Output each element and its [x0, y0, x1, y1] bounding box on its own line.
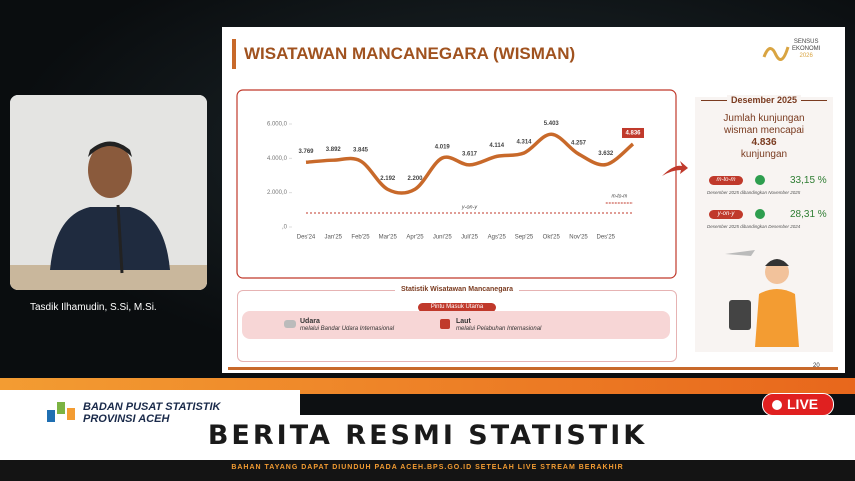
panel-text: kunjungan	[740, 149, 788, 160]
annotation: y-on-y	[461, 204, 479, 210]
entry-band	[242, 311, 670, 339]
panel-text: wisman mencapai	[723, 125, 805, 136]
x-tick-label: Des'24	[297, 235, 316, 241]
org-name-overlay: BADAN PUSAT STATISTIK	[83, 401, 221, 413]
ship-icon	[440, 319, 450, 329]
x-tick-label: Ags'25	[488, 235, 507, 241]
speaker-video	[10, 95, 207, 290]
mtm-tag: m-to-m	[709, 176, 743, 185]
up-icon	[755, 209, 765, 219]
chart: ,0 2.000,0 4.000,0 6.000,0 Des'24 Jan'25 Feb'2…	[236, 89, 677, 279]
value-label: 2.192	[380, 176, 396, 182]
x-tick-label: Nov'25	[569, 235, 588, 241]
logo-text: EKONOMI	[792, 46, 821, 52]
yoy-note: Desember 2025 dibandingkan Desember 2024	[707, 224, 801, 229]
x-tick-label: Okt'25	[543, 235, 561, 241]
value-label: 4.019	[435, 145, 451, 151]
speaker-figure	[10, 95, 207, 290]
logo-text: 2026	[799, 53, 813, 59]
org-name-overlay: PROVINSI ACEH	[83, 413, 170, 425]
entry-label: Udara	[300, 318, 320, 325]
y-tick-label: 2.000,0	[267, 190, 288, 196]
speaker-name: Tasdik Ilhamudin, S.Si, M.Si.	[30, 302, 157, 313]
value-label: 4.257	[571, 140, 587, 146]
panel-value: 4.836	[751, 137, 777, 148]
page-number: 20	[813, 363, 820, 369]
value-label: 5.403	[544, 121, 560, 127]
traveler-illustration	[725, 250, 799, 347]
entry-box: Statistik Wisatawan Mancanegara Pintu Ma…	[237, 286, 677, 362]
entry-title: Statistik Wisatawan Mancanegara	[395, 286, 519, 293]
up-icon	[755, 175, 765, 185]
y-tick-label: 4.000,0	[267, 156, 288, 162]
live-badge: LIVE	[762, 393, 834, 416]
x-tick-label: Juli'25	[461, 235, 478, 241]
ticker-bar	[0, 460, 855, 481]
plane-icon	[284, 320, 296, 328]
mtm-note: Desember 2025 dibandingkan November 2025	[707, 190, 801, 195]
yoy-value: 28,31 %	[790, 209, 827, 220]
annotation: m-to-m	[611, 193, 627, 199]
x-tick-label: Jan'25	[325, 235, 343, 241]
entry-desc: melalui Pelabuhan Internasional	[456, 326, 542, 332]
title-accent	[232, 39, 236, 69]
summary-panel: Desember 2025 Jumlah kunjungan wisman me…	[695, 95, 833, 352]
x-tick-label: Mar'25	[379, 235, 398, 241]
bps-logo-overlay	[47, 402, 75, 422]
y-tick-label: ,0	[282, 225, 288, 231]
value-label: 3.617	[462, 151, 478, 157]
value-label: 2.200	[407, 176, 423, 182]
x-tick-label: Sep'25	[515, 235, 534, 241]
panel-header: Desember 2025	[726, 95, 802, 105]
value-label: 3.632	[598, 151, 614, 157]
value-label: 3.845	[353, 148, 369, 154]
x-tick-label: Apr'25	[406, 235, 424, 241]
value-label: 4.836	[625, 131, 641, 137]
mtm-value: 33,15 %	[790, 175, 827, 186]
headline: BERITA RESMI STATISTIK	[207, 420, 648, 451]
data-line	[305, 132, 635, 195]
x-tick-label: Des'25	[597, 235, 616, 241]
chart-frame	[236, 89, 677, 279]
value-label: 4.114	[489, 143, 504, 149]
entry-subtitle: Pintu Masuk Utama	[418, 303, 496, 312]
logo-text: SENSUS	[793, 39, 819, 45]
x-tick-label: Feb'25	[351, 235, 370, 241]
highlight-box	[622, 127, 644, 138]
slide-footer-line	[228, 367, 838, 370]
value-label: 3.769	[298, 149, 314, 155]
value-label: 4.314	[516, 140, 532, 146]
slide-title: WISATAWAN MANCANEGARA (WISMAN)	[244, 44, 576, 63]
live-text: LIVE	[787, 396, 819, 412]
sensus-logo: SENSUS EKONOMI 2026	[760, 37, 840, 67]
x-tick-label: Juni'25	[433, 235, 452, 241]
ticker-text: BAHAN TAYANG DAPAT DIUNDUH PADA ACEH.BPS…	[231, 464, 624, 471]
panel-text: Jumlah kunjungan	[723, 113, 805, 124]
value-label: 3.892	[326, 147, 342, 153]
entry-label: Laut	[456, 318, 471, 325]
y-tick-label: 6.000,0	[267, 122, 288, 128]
entry-desc: melalui Bandar Udara Internasional	[300, 326, 395, 332]
logo-mark	[762, 46, 790, 61]
yoy-tag: y-on-y	[709, 210, 743, 219]
pointer-arrow	[662, 161, 688, 176]
